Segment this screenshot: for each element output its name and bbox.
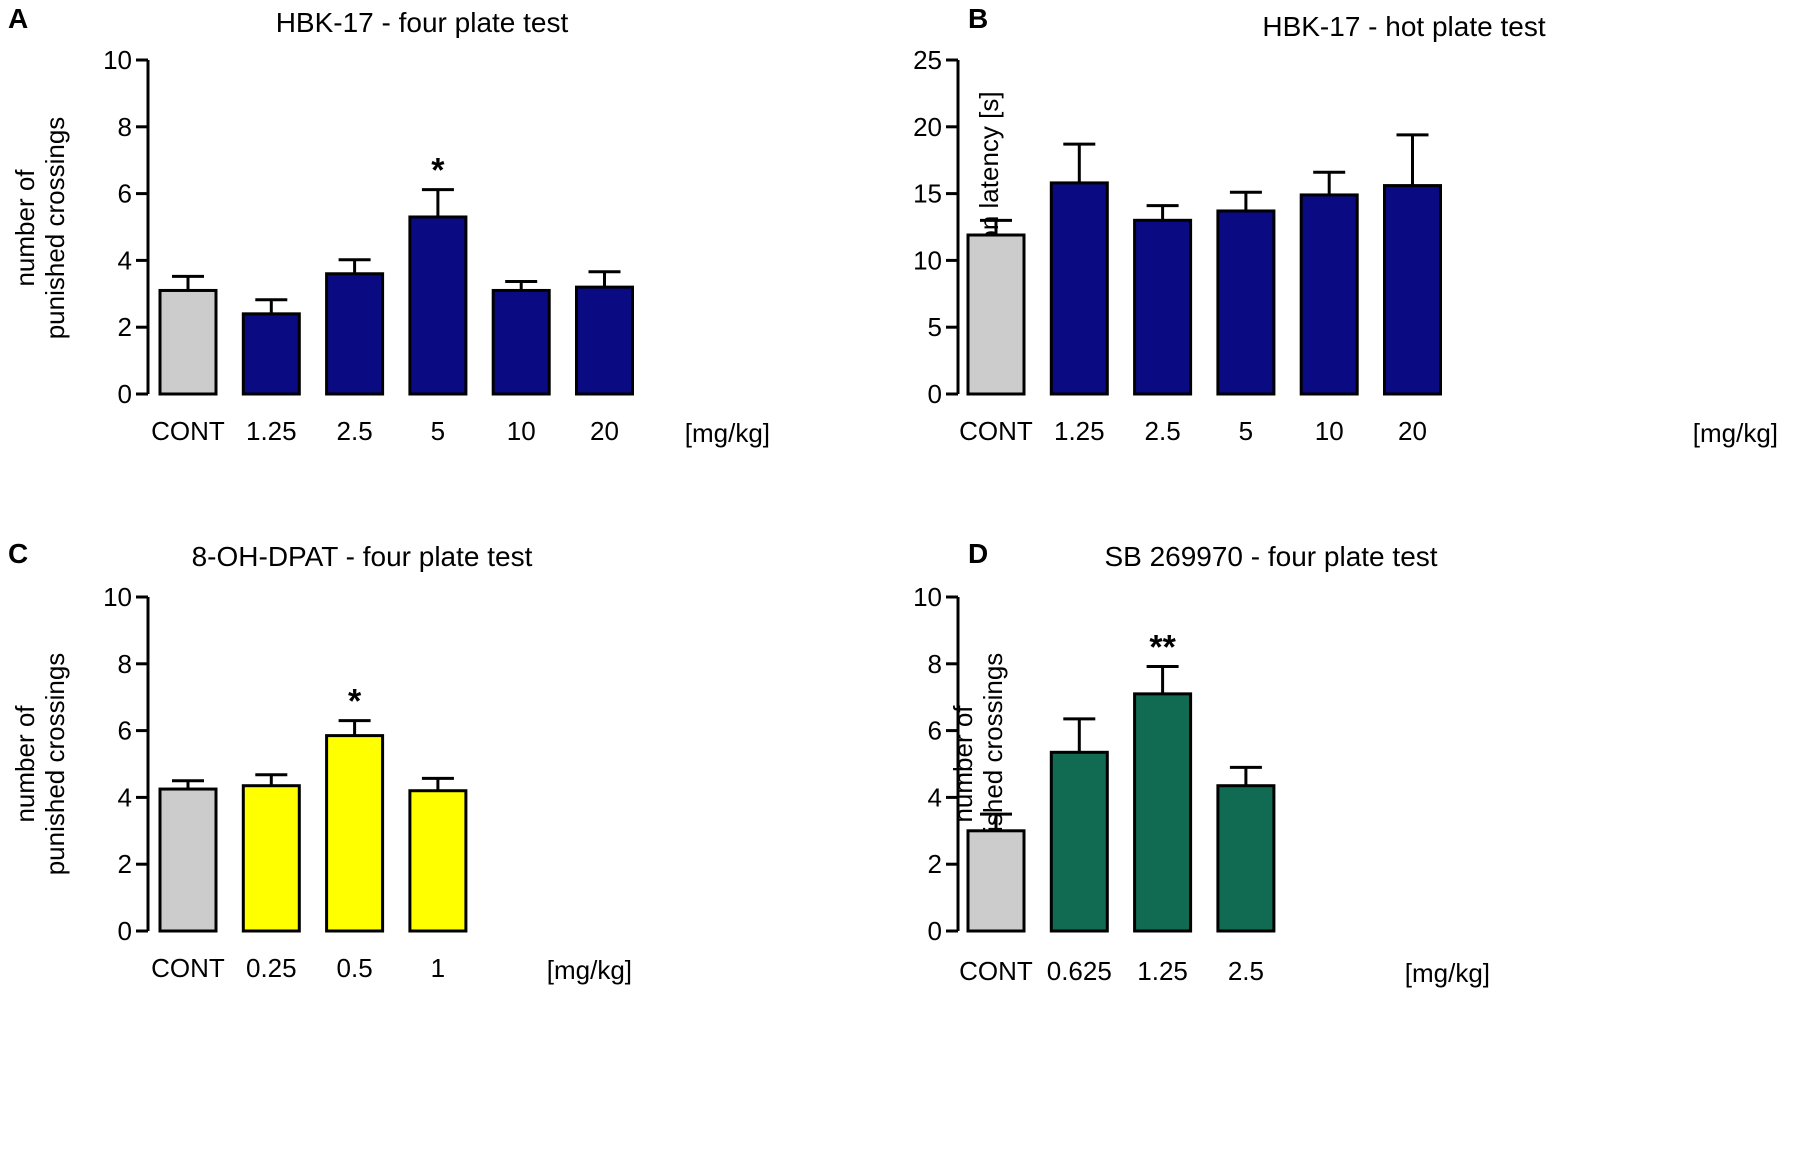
y-tick-label: 6	[928, 716, 942, 746]
x-tick-label: 20	[1398, 416, 1427, 446]
y-tick-label: 2	[928, 849, 942, 879]
y-axis-label-line2: punished crossings	[40, 117, 70, 340]
significance-marker: **	[1149, 628, 1176, 666]
y-tick-label: 25	[913, 45, 942, 75]
x-tick-label: 2.5	[1145, 416, 1181, 446]
y-axis-label-line1: number of	[10, 169, 40, 287]
chart-title: HBK-17 - hot plate test	[1262, 11, 1545, 42]
x-tick-label: 5	[1239, 416, 1253, 446]
bar	[408, 789, 468, 933]
y-tick-label: 2	[118, 312, 132, 342]
bar	[158, 787, 218, 933]
bar	[158, 288, 218, 396]
bar	[491, 288, 551, 396]
y-tick-label: 8	[118, 649, 132, 679]
x-tick-label: 1.25	[246, 416, 297, 446]
y-axis-label-line2: punished crossings	[40, 653, 70, 876]
chart-title: 8-OH-DPAT - four plate test	[192, 541, 533, 572]
y-tick-label: 10	[103, 45, 132, 75]
y-tick-label: 20	[913, 112, 942, 142]
panel-letter: D	[968, 538, 988, 569]
bar	[966, 233, 1026, 396]
x-tick-label: CONT	[151, 416, 225, 446]
bar	[325, 734, 385, 933]
x-tick-label: 0.25	[246, 953, 297, 983]
panel-d: D SB 269970 - four plate test 0 2 4 6 8 10 numbe…	[913, 538, 1490, 988]
x-tick-label: 10	[1315, 416, 1344, 446]
x-tick-label: 10	[507, 416, 536, 446]
x-tick-label: 1.25	[1054, 416, 1105, 446]
y-tick-label: 8	[118, 112, 132, 142]
panel-letter: C	[8, 538, 28, 569]
x-tick-label: CONT	[151, 953, 225, 983]
y-tick-label: 0	[118, 379, 132, 409]
panel-c: C 8-OH-DPAT - four plate test 0 2 4 6 8 10 numbe…	[8, 538, 632, 985]
y-tick-label: 8	[928, 649, 942, 679]
y-tick-label: 4	[118, 245, 132, 275]
x-tick-label: 5	[431, 416, 445, 446]
y-axis-label-line1: number of	[10, 705, 40, 823]
bar	[325, 272, 385, 396]
y-axis-label-line1: number of	[948, 705, 978, 823]
significance-marker: *	[431, 152, 445, 190]
y-tick-label: 4	[928, 782, 942, 812]
x-unit-label: [mg/kg]	[1405, 958, 1490, 988]
y-tick-label: 5	[928, 312, 942, 342]
panel-a: A HBK-17 - four plate test 0 2 4 6 8 10 number o…	[8, 3, 770, 448]
bar	[1133, 692, 1193, 933]
x-tick-label: 2.5	[337, 416, 373, 446]
x-unit-label: [mg/kg]	[685, 418, 770, 448]
x-tick-label: 1	[431, 953, 445, 983]
x-tick-label: 0.625	[1047, 956, 1112, 986]
y-tick-label: 2	[118, 849, 132, 879]
bar	[241, 312, 301, 396]
chart-title: HBK-17 - four plate test	[276, 7, 569, 38]
bar	[966, 829, 1026, 933]
bar	[1216, 784, 1276, 933]
bar	[575, 285, 634, 396]
y-tick-label: 10	[913, 245, 942, 275]
chart-title: SB 269970 - four plate test	[1104, 541, 1437, 572]
y-tick-label: 4	[118, 782, 132, 812]
panel-letter: A	[8, 3, 28, 34]
bar	[1049, 750, 1109, 933]
bar	[1133, 218, 1193, 396]
x-unit-label: [mg/kg]	[1693, 418, 1778, 448]
y-tick-label: 10	[103, 582, 132, 612]
bar	[1049, 181, 1109, 396]
y-tick-label: 10	[913, 582, 942, 612]
x-tick-label: 1.25	[1137, 956, 1188, 986]
y-tick-label: 0	[928, 379, 942, 409]
x-tick-label: 2.5	[1228, 956, 1264, 986]
bar	[241, 784, 301, 933]
y-tick-label: 6	[118, 716, 132, 746]
x-tick-label: 0.5	[337, 953, 373, 983]
y-tick-label: 0	[118, 916, 132, 946]
bar	[1299, 193, 1359, 396]
bar	[1216, 209, 1276, 396]
x-unit-label: [mg/kg]	[547, 955, 632, 985]
bar	[408, 215, 468, 396]
significance-marker: *	[348, 683, 362, 721]
x-tick-label: 20	[590, 416, 619, 446]
y-tick-label: 0	[928, 916, 942, 946]
x-tick-label: CONT	[959, 416, 1033, 446]
panel-letter: B	[968, 3, 988, 34]
bar	[1383, 184, 1442, 396]
y-tick-label: 15	[913, 179, 942, 209]
y-tick-label: 6	[118, 179, 132, 209]
x-tick-label: CONT	[959, 956, 1033, 986]
